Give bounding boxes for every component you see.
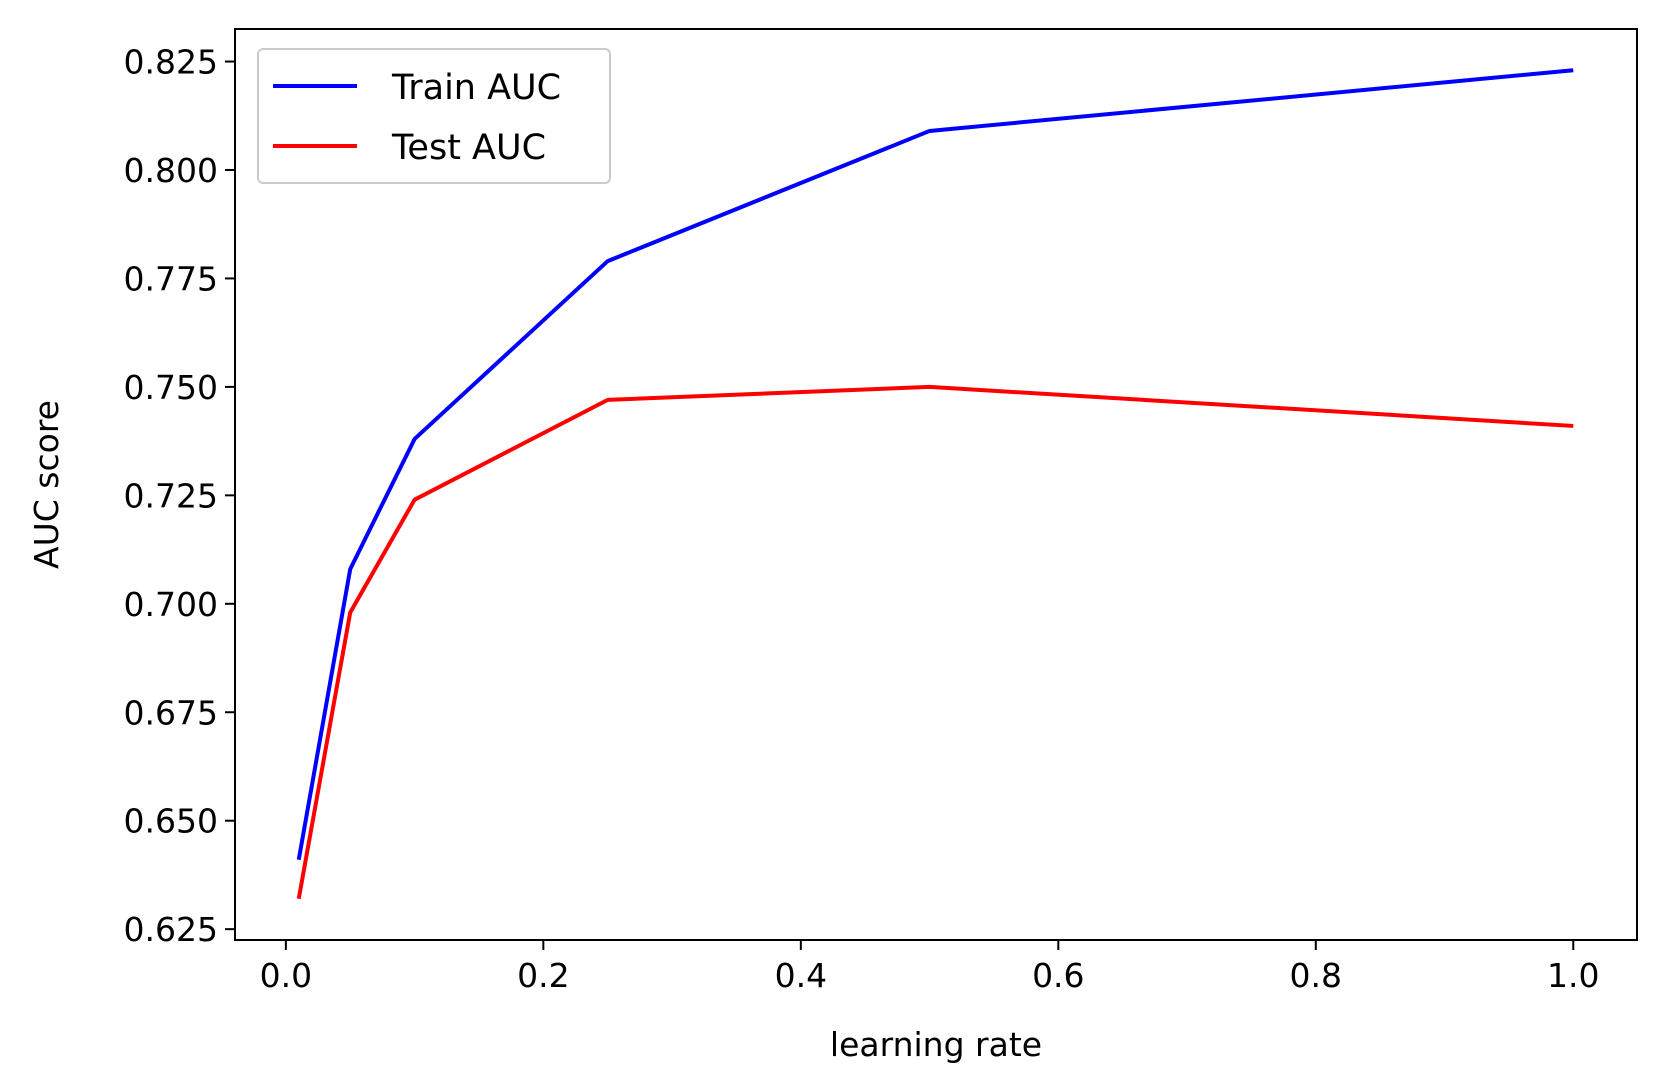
- x-tick-label: 0.0: [260, 956, 312, 995]
- axes-frame: [234, 28, 1638, 941]
- y-tick-label: 0.825: [124, 43, 218, 82]
- series-line-train-auc: [296, 68, 1574, 861]
- x-axis-title: learning rate: [830, 1025, 1042, 1064]
- legend-box: [257, 48, 611, 184]
- x-tick-label: 0.2: [517, 956, 569, 995]
- x-tick-label: 0.6: [1032, 956, 1084, 995]
- y-axis-ticks: 0.625 0.650 0.675 0.700 0.725 0.750 0.775 0.800…: [124, 43, 235, 949]
- y-tick-label: 0.650: [124, 802, 218, 841]
- plot-area: 0.0 0.2 0.4 0.6 0.8 1.0 0.6250.6500.6750.7000…: [124, 28, 1638, 995]
- y-tick-label: 0.775: [124, 259, 218, 298]
- y-tick-label: 0.700: [124, 585, 218, 624]
- series-line-test-auc: [296, 384, 1574, 900]
- y-tick-label: 0.800: [124, 151, 218, 190]
- x-tick-label: 1.0: [1547, 956, 1599, 995]
- x-tick-label: 0.8: [1290, 956, 1342, 995]
- legend: Train AUC Test AUC: [257, 48, 611, 184]
- legend-label-train-auc: Train AUC: [391, 68, 561, 108]
- series-layer: [296, 68, 1574, 900]
- y-tick-label: 0.725: [124, 476, 218, 515]
- legend-label-test-auc: Test AUC: [391, 128, 546, 168]
- x-tick-label: 0.4: [775, 956, 827, 995]
- y-tick-label: 0.675: [124, 693, 218, 732]
- y-tick-label: 0.625: [124, 910, 218, 949]
- x-axis-ticks: 0.0 0.2 0.4 0.6 0.8 1.0: [260, 940, 1600, 995]
- y-axis-title: AUC score: [27, 400, 66, 569]
- y-tick-label: 0.750: [124, 368, 218, 407]
